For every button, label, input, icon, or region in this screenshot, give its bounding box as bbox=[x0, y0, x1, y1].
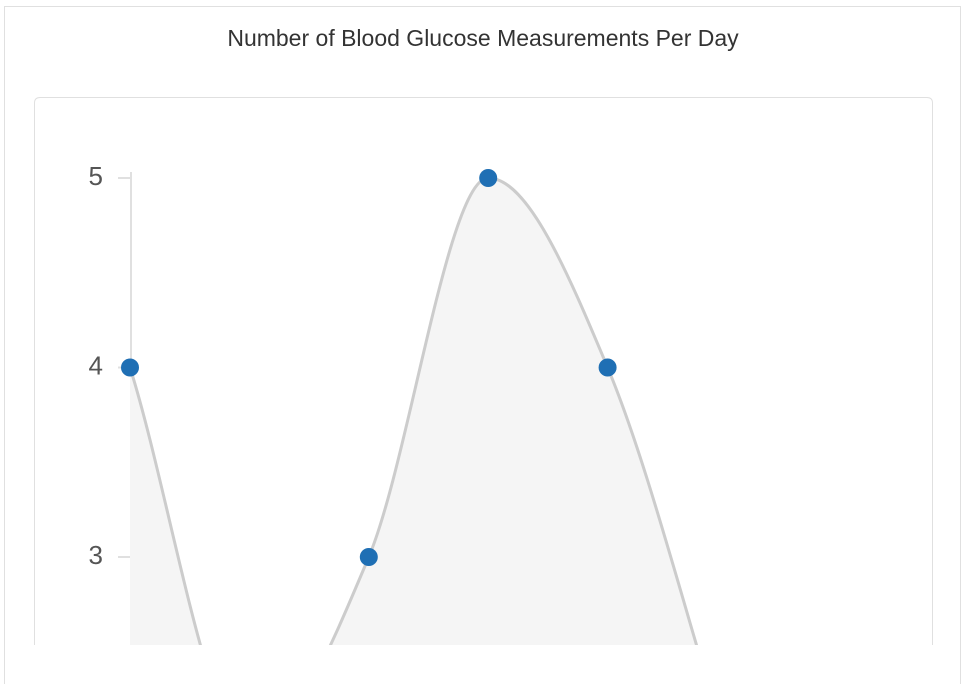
y-tick-label: 4 bbox=[89, 350, 103, 380]
point bbox=[598, 358, 617, 377]
plot-area: 3 4 5 bbox=[89, 161, 699, 645]
chart-title: Number of Blood Glucose Measurements Per… bbox=[227, 25, 739, 51]
point bbox=[359, 548, 378, 566]
point bbox=[479, 169, 498, 187]
point bbox=[121, 358, 139, 377]
y-tick-label: 3 bbox=[89, 540, 103, 570]
line bbox=[128, 176, 699, 645]
y-tick-label: 5 bbox=[89, 161, 103, 191]
area bbox=[130, 178, 697, 645]
